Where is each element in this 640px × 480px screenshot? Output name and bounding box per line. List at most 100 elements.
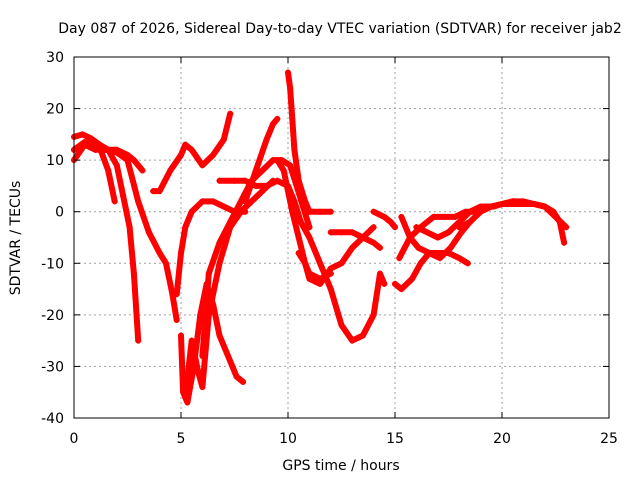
data-point bbox=[464, 260, 471, 267]
series-line bbox=[150, 110, 234, 195]
x-axis-label: GPS time / hours bbox=[282, 458, 399, 474]
data-point bbox=[287, 162, 294, 169]
tick-layer: 0 5 10 15 20 25 -40 -30 -20 -10 0 10 20 30 bbox=[41, 50, 618, 447]
data-point bbox=[167, 167, 174, 174]
data-point bbox=[291, 146, 298, 153]
series-line bbox=[285, 69, 334, 215]
data-point bbox=[182, 141, 189, 148]
data-point bbox=[259, 188, 266, 195]
data-point bbox=[381, 213, 388, 220]
data-point bbox=[79, 131, 86, 138]
grid-layer bbox=[74, 57, 609, 418]
data-point bbox=[426, 249, 433, 256]
data-point bbox=[409, 275, 416, 282]
data-point bbox=[184, 399, 191, 406]
data-point bbox=[387, 219, 394, 226]
data-point bbox=[178, 332, 184, 339]
data-point bbox=[398, 286, 405, 293]
series-trace-9 bbox=[199, 157, 313, 360]
data-point bbox=[327, 229, 334, 236]
data-point bbox=[302, 260, 309, 267]
data-point bbox=[441, 213, 448, 220]
data-point bbox=[295, 249, 302, 256]
data-point bbox=[285, 188, 291, 195]
data-point bbox=[242, 177, 249, 184]
data-point bbox=[413, 224, 420, 231]
series-line bbox=[71, 131, 142, 344]
data-point bbox=[306, 234, 313, 241]
data-point bbox=[178, 249, 184, 256]
data-point bbox=[359, 332, 366, 339]
series-trace-3 bbox=[71, 141, 146, 174]
y-tick-label: -30 bbox=[41, 359, 64, 375]
data-point bbox=[349, 337, 356, 344]
data-point bbox=[216, 239, 223, 246]
data-point bbox=[396, 255, 403, 262]
series-trace-11 bbox=[242, 115, 281, 205]
data-point bbox=[406, 234, 413, 241]
data-point bbox=[233, 373, 240, 380]
data-point bbox=[327, 208, 334, 215]
data-point bbox=[252, 182, 259, 189]
data-point bbox=[317, 280, 324, 287]
data-point bbox=[370, 224, 377, 231]
data-point bbox=[520, 198, 527, 205]
data-point bbox=[150, 188, 157, 195]
data-point bbox=[370, 239, 377, 246]
chart-title: Day 087 of 2026, Sidereal Day-to-day VTE… bbox=[58, 21, 621, 37]
y-tick-label: 30 bbox=[46, 50, 64, 66]
data-point bbox=[216, 260, 223, 267]
data-point bbox=[197, 311, 204, 318]
data-point bbox=[139, 167, 146, 174]
data-point bbox=[263, 182, 270, 189]
data-point bbox=[124, 151, 131, 158]
data-point bbox=[531, 200, 538, 207]
data-point bbox=[398, 213, 405, 220]
series-trace-8 bbox=[182, 177, 277, 401]
data-point bbox=[105, 167, 112, 174]
data-point bbox=[561, 239, 568, 246]
data-point bbox=[327, 265, 334, 272]
data-point bbox=[317, 260, 324, 267]
data-point bbox=[216, 177, 223, 184]
data-point bbox=[415, 244, 422, 251]
data-point bbox=[466, 208, 473, 215]
data-point bbox=[436, 255, 443, 262]
series-trace-13 bbox=[285, 69, 334, 215]
data-point bbox=[317, 208, 324, 215]
data-point bbox=[287, 84, 294, 91]
data-point bbox=[188, 208, 195, 215]
data-point bbox=[182, 394, 189, 401]
data-point bbox=[220, 203, 227, 210]
data-point bbox=[88, 139, 95, 146]
data-point bbox=[306, 208, 313, 215]
series-line bbox=[370, 208, 398, 231]
data-point bbox=[103, 146, 110, 153]
data-point bbox=[199, 384, 206, 391]
series-trace-2 bbox=[71, 139, 180, 324]
data-point bbox=[424, 229, 431, 236]
data-point bbox=[242, 198, 249, 205]
data-point bbox=[417, 260, 424, 267]
y-tick-label: -40 bbox=[41, 411, 64, 427]
data-point bbox=[210, 151, 217, 158]
data-point bbox=[188, 337, 195, 344]
x-tick-label: 25 bbox=[600, 431, 618, 447]
data-point bbox=[248, 198, 255, 205]
data-point bbox=[289, 208, 296, 215]
y-tick-label: 0 bbox=[55, 205, 64, 221]
data-point bbox=[216, 332, 223, 339]
series-line bbox=[71, 139, 118, 205]
data-point bbox=[274, 157, 281, 164]
data-point bbox=[456, 255, 463, 262]
series-trace-16 bbox=[370, 208, 398, 231]
x-tick-label: 15 bbox=[386, 431, 404, 447]
data-point bbox=[96, 144, 103, 151]
data-point bbox=[306, 275, 313, 282]
data-point bbox=[563, 224, 570, 231]
x-tick-label: 0 bbox=[70, 431, 79, 447]
data-point bbox=[377, 270, 384, 277]
data-point bbox=[199, 353, 206, 360]
data-point bbox=[227, 219, 234, 226]
data-point bbox=[240, 378, 247, 385]
